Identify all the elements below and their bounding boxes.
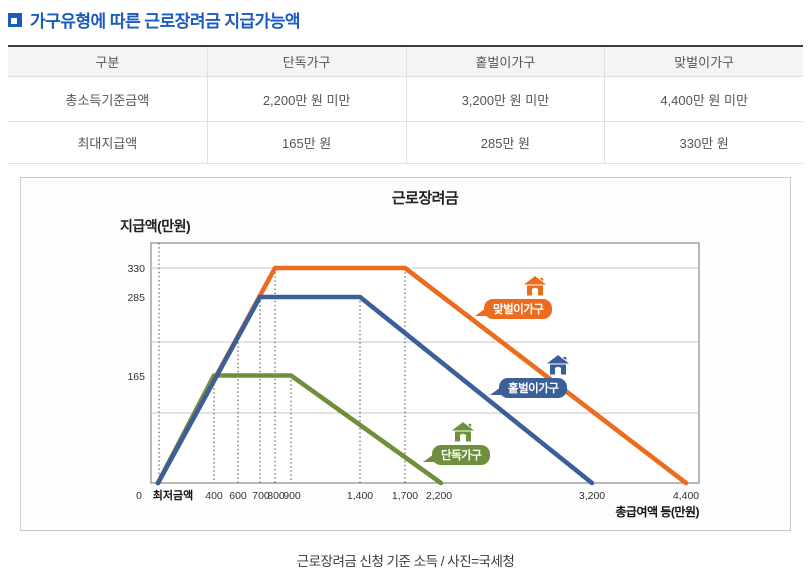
x-tick-label: 800 [267,490,285,502]
table-header-cell: 홑벌이가구 [405,47,605,77]
y-tick-label: 330 [127,263,145,275]
plot-area [150,242,700,484]
y-tick-label: 165 [127,371,145,383]
y-axis-title: 지급액(만원) [120,218,191,234]
house-icon-single [450,421,476,443]
x-tick-label: 1,400 [347,490,373,502]
series-badge-single: 단독가구 [423,445,491,465]
page-title: 가구유형에 따른 근로장려금 지급가능액 [8,7,301,32]
x-tick-label-min-amount: 최저금액 [153,488,193,502]
y-tick-label: 285 [127,292,145,304]
x-axis-title: 총급여액 등(만원) [615,504,699,519]
series-badge-label: 단독가구 [441,450,482,462]
x-tick-label: 700 [252,490,270,502]
table-cell: 285만 원 [405,122,605,163]
x-tick-label: 900 [283,490,301,502]
chart-panel: 근로장려금 지급액(만원) 330 285 165 [20,177,791,531]
series-badge-single-income: 홑벌이가구 [490,378,568,398]
page-title-text: 가구유형에 따른 근로장려금 지급가능액 [30,12,301,31]
table-cell: 165만 원 [206,122,406,163]
x-tick-label: 3,200 [579,490,605,502]
household-benefit-table: 구분 단독가구 홑벌이가구 맞벌이가구 총소득기준금액 2,200만 원 미만 … [8,45,803,164]
x-tick-label: 400 [205,490,223,502]
table-cell: 2,200만 원 미만 [206,77,406,122]
table-header-cell: 구분 [8,47,207,77]
series-badge-label: 맞벌이가구 [493,304,544,316]
table-cell: 330만 원 [604,122,803,163]
house-icon-single-income [545,354,571,376]
series-badge-dual-income: 맞벌이가구 [475,299,553,319]
table-header-cell: 단독가구 [206,47,406,77]
badge-tail [423,454,434,462]
image-caption: 근로장려금 신청 기준 소득 / 사진=국세청 [296,554,515,569]
series-line-single-income-household [155,294,595,486]
x-tick-label: 4,400 [673,490,699,502]
series-badge-label: 홑벌이가구 [508,383,559,395]
table-cell: 3,200만 원 미만 [405,77,605,122]
table-cell: 4,400만 원 미만 [604,77,803,122]
table-row-label: 총소득기준금액 [8,77,207,122]
gridlines [151,267,699,414]
line-chart: 330 285 165 0 최저금액 400 600 700 800 900 1… [127,242,700,519]
house-icon-dual-income [522,275,548,297]
badge-tail [475,308,486,316]
x-tick-label: 2,200 [426,490,452,502]
table-header-cell: 맞벌이가구 [604,47,803,77]
chart-title: 근로장려금 [391,190,459,207]
badge-tail [490,387,501,395]
x-tick-label: 600 [229,490,247,502]
table-row-label: 최대지급액 [8,122,207,163]
x-tick-label: 0 [136,490,142,502]
title-square-bullet-icon [8,12,22,27]
x-tick-label: 1,700 [392,490,418,502]
